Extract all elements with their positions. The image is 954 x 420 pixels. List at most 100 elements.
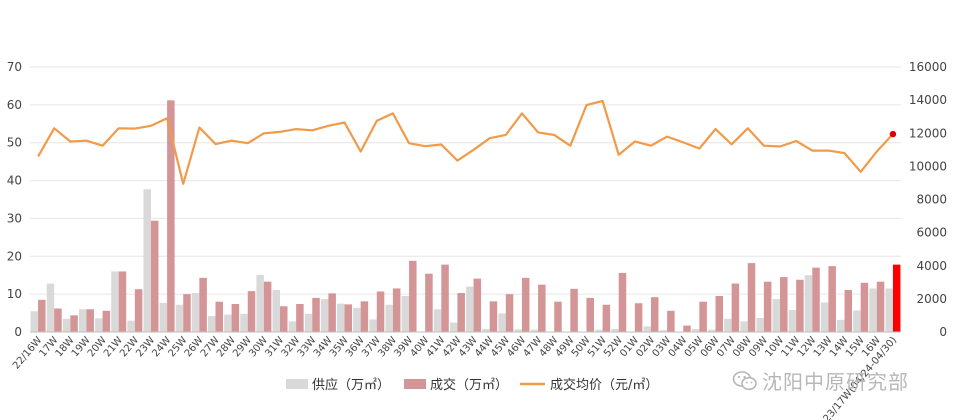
deal-bar xyxy=(521,277,530,332)
deal-bar xyxy=(376,291,385,332)
price-point-latest xyxy=(889,130,897,138)
deal-bar xyxy=(763,281,772,332)
deal-bar xyxy=(296,303,304,332)
right-axis-tick-label: 10000 xyxy=(909,159,947,173)
supply-bar xyxy=(740,321,748,332)
deal-bar xyxy=(199,277,207,332)
deal-bar xyxy=(554,301,562,332)
deal-bar xyxy=(409,260,417,332)
legend-label-deal: 成交（万㎡） xyxy=(430,377,508,393)
deal-bar xyxy=(505,294,514,332)
deal-bar xyxy=(747,263,756,332)
deal-bar xyxy=(70,315,78,332)
supply-bar xyxy=(127,320,135,332)
deal-bar xyxy=(812,267,820,332)
supply-bar xyxy=(46,283,55,332)
supply-bar xyxy=(659,330,668,332)
deal-bar xyxy=(844,289,853,332)
supply-bar xyxy=(708,329,716,332)
right-axis-tick-label: 6000 xyxy=(916,226,947,240)
right-axis-tick-label: 0 xyxy=(939,325,947,339)
supply-bar xyxy=(869,288,877,332)
deal-bar xyxy=(150,220,159,332)
supply-bar xyxy=(482,328,490,332)
deal-bar xyxy=(473,278,482,332)
legend: 供应（万㎡） 成交（万㎡） 成交均价（元/㎡） xyxy=(286,377,658,393)
supply-bar xyxy=(530,329,539,332)
supply-bar xyxy=(78,309,87,332)
deal-bar xyxy=(134,289,143,332)
right-axis-tick-label: 4000 xyxy=(916,259,947,273)
deal-bar xyxy=(634,303,643,332)
right-axis-tick-label: 14000 xyxy=(909,93,947,107)
deal-bar xyxy=(263,281,272,332)
deal-bar xyxy=(780,277,788,332)
supply-bar xyxy=(514,329,522,332)
supply-bar xyxy=(143,189,151,332)
supply-bar xyxy=(433,309,442,332)
supply-bar xyxy=(611,328,619,332)
supply-bar xyxy=(401,296,410,332)
deal-bar xyxy=(247,291,256,332)
left-axis-tick-label: 60 xyxy=(7,98,22,112)
left-axis-tick-label: 10 xyxy=(7,287,22,301)
supply-bar xyxy=(804,275,813,332)
supply-bar xyxy=(111,271,119,332)
supply-bar xyxy=(207,316,216,332)
supply-bar xyxy=(595,329,603,332)
right-axis-tick-label: 8000 xyxy=(916,193,947,207)
supply-bar xyxy=(175,304,184,332)
deal-bar xyxy=(602,304,611,332)
supply-bar xyxy=(772,299,781,332)
supply-bar xyxy=(498,313,506,332)
deal-bars xyxy=(38,100,901,332)
gridlines xyxy=(30,66,901,295)
watermark-text: 沈阳中原研究部 xyxy=(762,370,909,394)
deal-bar xyxy=(489,301,498,332)
supply-bar xyxy=(756,317,764,332)
deal-bar xyxy=(892,264,901,332)
legend-label-supply: 供应（万㎡） xyxy=(312,377,390,393)
deal-bar xyxy=(118,271,127,332)
supply-bar xyxy=(256,274,264,332)
supply-bar xyxy=(853,310,861,332)
supply-bars xyxy=(30,189,893,332)
deal-bar xyxy=(392,288,401,332)
supply-bar xyxy=(272,289,281,332)
deal-bar xyxy=(715,296,724,332)
supply-bar xyxy=(30,311,39,332)
left-axis-tick-label: 20 xyxy=(7,249,22,263)
supply-bar xyxy=(691,328,700,332)
legend-label-price: 成交均价（元/㎡） xyxy=(550,377,658,393)
legend-swatch-supply xyxy=(286,379,308,389)
left-axis-tick-label: 30 xyxy=(7,211,22,225)
deal-bar xyxy=(167,100,175,332)
deal-bar xyxy=(570,288,578,332)
supply-bar xyxy=(288,321,297,332)
deal-bar xyxy=(618,272,627,332)
deal-bar xyxy=(731,283,740,332)
deal-bar xyxy=(215,301,223,332)
supply-bar xyxy=(191,293,200,332)
deal-bar xyxy=(699,301,707,332)
left-axis-tick-label: 50 xyxy=(7,136,22,150)
deal-bar xyxy=(457,293,465,332)
deal-bar xyxy=(328,293,336,332)
left-axis-tick-label: 40 xyxy=(7,174,22,188)
deal-bar xyxy=(231,303,240,332)
supply-bar xyxy=(353,307,361,332)
deal-bar xyxy=(360,301,369,332)
supply-bar xyxy=(337,303,345,332)
supply-bar xyxy=(62,318,71,332)
deal-bar xyxy=(667,310,675,332)
deal-bar xyxy=(54,308,62,332)
supply-bar xyxy=(385,304,393,332)
deal-bar xyxy=(683,325,691,332)
deal-bar xyxy=(796,279,804,332)
supply-bar xyxy=(304,313,313,332)
deal-bar xyxy=(538,284,546,332)
right-axis-tick-labels: 0 2000 4000 6000 8000 10000 12000 14000 16000 xyxy=(909,60,947,339)
left-axis-tick-label: 0 xyxy=(14,325,22,339)
supply-bar xyxy=(95,318,103,332)
